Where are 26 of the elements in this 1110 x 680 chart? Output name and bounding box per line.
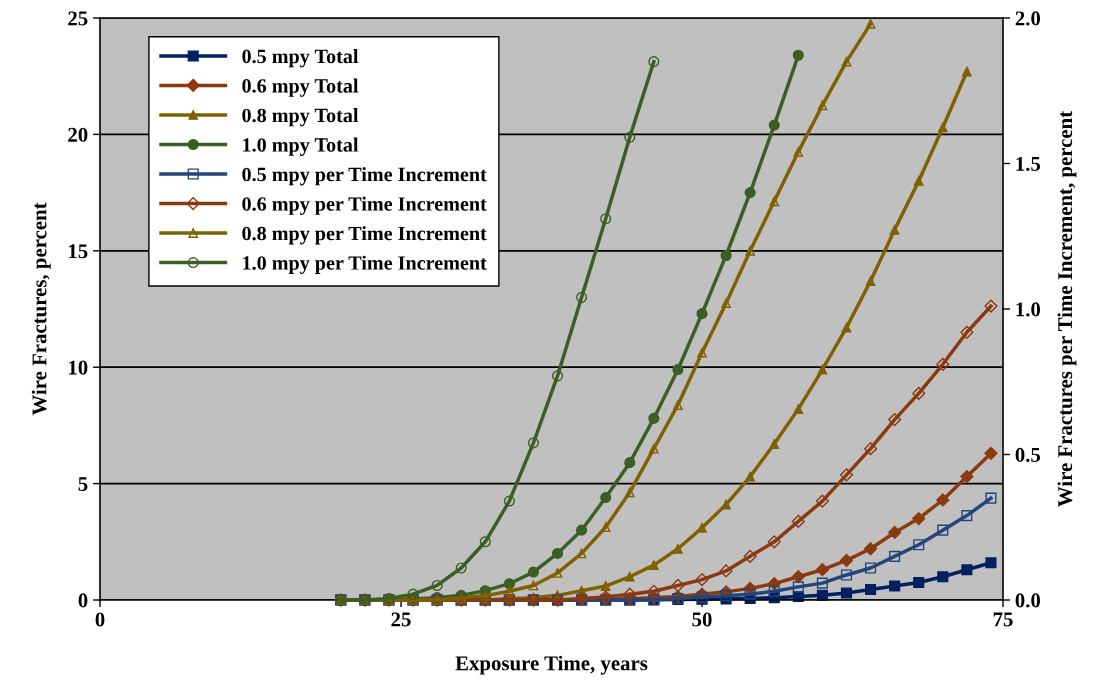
y2-axis-title: Wire Fractures per Time Increment, percent: [1057, 110, 1077, 507]
y-tick-label: 5: [78, 477, 88, 492]
y2-tick-label: 1.5: [1016, 156, 1041, 172]
y-tick-label: 25: [68, 11, 88, 26]
y-tick-label: 20: [68, 127, 88, 142]
y-tick-label: 0: [78, 593, 88, 608]
y2-tick-label: 0.5: [1015, 447, 1041, 463]
y2-tick-label: 0.0: [1015, 593, 1041, 608]
x-tick-label: 75: [993, 612, 1013, 627]
legend-label: 1.0 mpy Total: [243, 137, 359, 156]
y-tick-label: 15: [69, 244, 88, 259]
x-axis-title: Exposure Time, years: [455, 655, 648, 675]
x-tick-label: 25: [391, 612, 411, 627]
y2-tick-label: 1.0: [1016, 302, 1041, 317]
legend-label: 1.0 mpy per Time Increment: [243, 255, 487, 274]
legend-label: 0.5 mpy Total: [242, 49, 359, 68]
legend-label: 0.8 mpy per Time Increment: [242, 226, 487, 245]
y-axis-title: Wire Fractures, percent: [31, 202, 51, 416]
legend-label: 0.5 mpy per Time Increment: [242, 167, 487, 186]
legend-label: 0.6 mpy Total: [242, 78, 359, 97]
legend-label: 0.6 mpy per Time Increment: [242, 196, 487, 215]
y2-tick-label: 2.0: [1015, 11, 1041, 26]
legend-label: 0.8 mpy Total: [242, 108, 359, 127]
x-tick-label: 50: [692, 612, 712, 627]
y-tick-label: 10: [69, 360, 88, 375]
x-tick-label: 0: [95, 612, 105, 627]
